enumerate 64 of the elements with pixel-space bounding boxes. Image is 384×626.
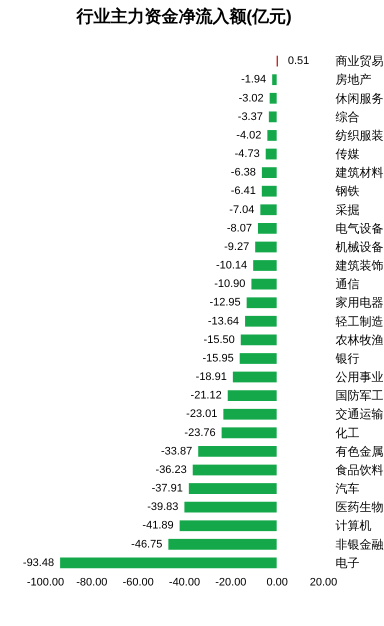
y-tick-label: 交通运输 (336, 407, 384, 422)
data-label: -6.38 (230, 166, 256, 179)
x-tick-label: -40.00 (168, 576, 200, 588)
data-label: -18.91 (196, 371, 227, 384)
x-tick-label: -100.00 (26, 576, 64, 588)
y-tick-label: 传媒 (336, 147, 360, 162)
x-tick-label: 0.00 (266, 576, 288, 588)
data-label: -3.02 (238, 92, 264, 104)
data-label: -15.50 (204, 334, 235, 346)
x-tick-label: -80.00 (76, 576, 108, 588)
data-label: -4.02 (236, 129, 262, 142)
y-tick-label: 国防军工 (336, 388, 384, 403)
data-label: -36.23 (156, 464, 187, 476)
data-label: -10.90 (214, 278, 246, 290)
data-label: -23.01 (186, 408, 218, 420)
data-label: -93.48 (22, 556, 54, 569)
data-label: -4.73 (234, 148, 260, 160)
y-tick-label: 医药生物 (336, 500, 384, 514)
y-tick-label: 机械设备 (336, 240, 384, 254)
data-label: -3.37 (238, 110, 263, 123)
data-label: -23.76 (184, 426, 216, 439)
y-tick-label: 采掘 (336, 202, 360, 217)
data-label: -39.83 (147, 501, 178, 514)
y-tick-label: 综合 (336, 110, 360, 124)
data-label: -37.91 (152, 482, 183, 495)
y-tick-label: 化工 (336, 426, 360, 440)
data-label: -46.75 (131, 538, 162, 550)
x-tick-label: -20.00 (215, 576, 246, 588)
y-tick-label: 休闲服务 (336, 91, 384, 106)
y-tick-label: 农林牧渔 (336, 332, 384, 347)
y-tick-label: 家用电器 (336, 296, 384, 310)
y-tick-label: 纺织服装 (336, 128, 384, 142)
data-label: -6.41 (230, 185, 256, 198)
data-label: -9.27 (224, 240, 250, 253)
y-tick-label: 计算机 (336, 518, 372, 533)
data-label: 0.51 (288, 55, 310, 68)
data-label: -10.14 (216, 260, 248, 272)
y-tick-label: 银行 (334, 351, 360, 366)
y-tick-label: 房地产 (336, 72, 372, 87)
y-tick-label: 汽车 (336, 482, 360, 496)
data-label: -1.94 (241, 74, 266, 86)
x-tick-label: -60.00 (122, 576, 154, 588)
y-tick-label: 钢铁 (334, 184, 360, 198)
y-tick-label: 电子 (336, 556, 360, 570)
data-label: -13.64 (208, 315, 240, 328)
y-tick-label: 非银金融 (336, 537, 384, 552)
data-label: -33.87 (161, 445, 192, 458)
data-label: -21.12 (190, 390, 222, 402)
y-tick-label: 建筑装饰 (334, 258, 384, 273)
chart-title: 行业主力资金净流入额(亿元) (75, 7, 292, 26)
y-tick-label: 通信 (336, 277, 360, 292)
y-tick-label: 食品饮料 (336, 462, 384, 477)
data-label: -12.95 (209, 296, 241, 309)
y-tick-label: 轻工制造 (336, 314, 384, 328)
data-label: -8.07 (226, 222, 252, 234)
data-label: -7.04 (229, 204, 254, 216)
data-label: -41.89 (142, 520, 174, 532)
data-label: -15.95 (202, 352, 234, 364)
y-tick-label: 建筑材料 (334, 166, 384, 180)
y-tick-label: 电气设备 (336, 221, 384, 236)
y-tick-label: 商业贸易 (336, 54, 384, 68)
y-tick-label: 有色金属 (336, 444, 384, 458)
x-tick-label: 20.00 (310, 576, 338, 588)
y-tick-label: 公用事业 (336, 370, 384, 384)
